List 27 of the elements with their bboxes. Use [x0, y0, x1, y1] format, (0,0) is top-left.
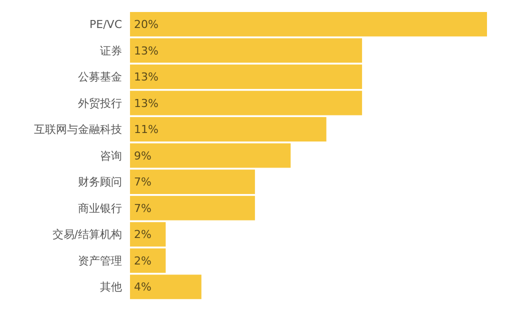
- data-label: 4%: [134, 280, 152, 294]
- data-label: 13%: [134, 96, 158, 110]
- data-label: 7%: [134, 202, 152, 215]
- bar: [130, 38, 362, 63]
- data-label: 2%: [134, 254, 152, 268]
- y-tick-label: 咨询: [100, 149, 122, 162]
- data-label: 2%: [134, 228, 152, 242]
- bar: [130, 12, 487, 36]
- data-label: 20%: [134, 18, 158, 32]
- bar: [130, 117, 326, 142]
- data-label: 7%: [134, 176, 152, 189]
- y-tick-label: 外贸投行: [78, 96, 122, 110]
- y-tick-label: 公募基金: [78, 70, 122, 84]
- y-tick-label: 交易/结算机构: [52, 228, 122, 242]
- y-tick-label: 资产管理: [78, 254, 122, 268]
- data-label: 13%: [134, 70, 158, 84]
- data-label: 9%: [134, 149, 152, 162]
- y-tick-label: 证券: [100, 44, 122, 58]
- y-tick-label: 财务顾问: [78, 176, 122, 189]
- bar: [130, 90, 362, 116]
- y-tick-label: PE/VC: [90, 18, 122, 32]
- bar: [130, 64, 362, 89]
- y-tick-label: 互联网与金融科技: [34, 123, 122, 136]
- y-tick-label: 其他: [100, 280, 122, 294]
- data-label: 13%: [134, 44, 158, 58]
- y-tick-label: 商业银行: [78, 202, 122, 215]
- data-label: 11%: [134, 123, 158, 136]
